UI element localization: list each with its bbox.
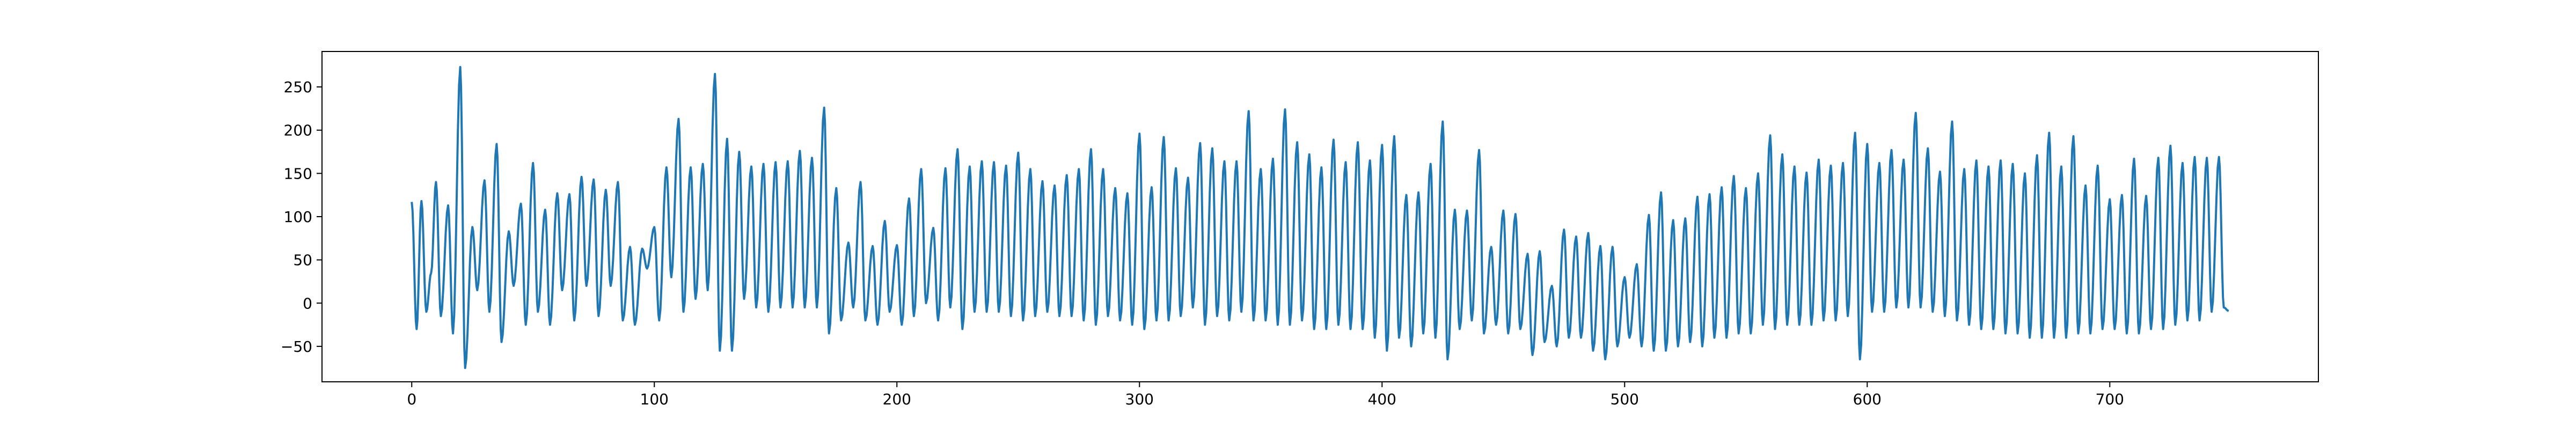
plot-area bbox=[411, 66, 2229, 369]
x-tick-label: 600 bbox=[1853, 390, 1882, 408]
x-tick-label: 100 bbox=[640, 390, 669, 408]
x-tick-label: 400 bbox=[1368, 390, 1396, 408]
x-tick-label: 700 bbox=[2096, 390, 2124, 408]
y-tick-label: 200 bbox=[284, 122, 312, 139]
y-tick-label: 50 bbox=[293, 252, 312, 269]
axes: 0 100 200 300 400 500 600 700 −50 0 50 100 150 200 250 bbox=[281, 51, 2319, 408]
y-tick-label: 0 bbox=[303, 294, 312, 312]
y-tick-label: −50 bbox=[281, 338, 312, 356]
x-tick-label: 300 bbox=[1125, 390, 1154, 408]
x-tick-label: 500 bbox=[1611, 390, 1639, 408]
x-tick-label: 200 bbox=[883, 390, 911, 408]
series-line-0 bbox=[411, 66, 2229, 369]
y-tick-label: 150 bbox=[284, 165, 312, 182]
y-tick-label: 100 bbox=[284, 208, 312, 226]
y-tick-label: 250 bbox=[284, 78, 312, 96]
x-tick-label: 0 bbox=[407, 390, 416, 408]
